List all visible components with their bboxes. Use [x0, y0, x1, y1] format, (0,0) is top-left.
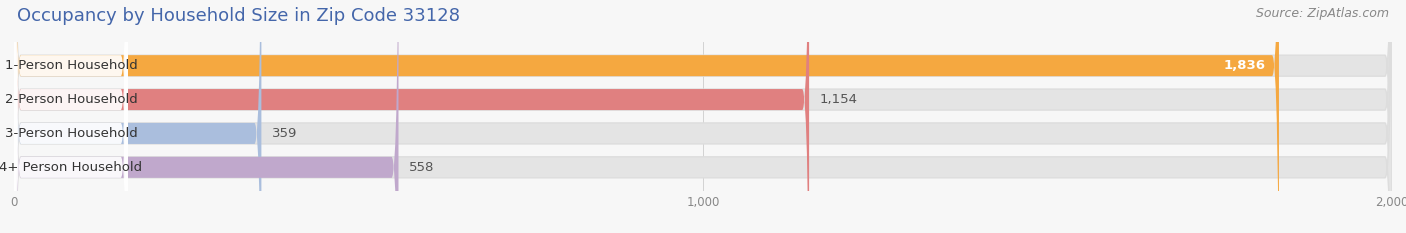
Text: 3-Person Household: 3-Person Household — [4, 127, 138, 140]
FancyBboxPatch shape — [14, 0, 128, 233]
FancyBboxPatch shape — [14, 0, 262, 233]
FancyBboxPatch shape — [14, 0, 128, 233]
Text: Occupancy by Household Size in Zip Code 33128: Occupancy by Household Size in Zip Code … — [17, 7, 460, 25]
FancyBboxPatch shape — [14, 0, 808, 233]
FancyBboxPatch shape — [14, 0, 1279, 233]
FancyBboxPatch shape — [14, 0, 1392, 233]
FancyBboxPatch shape — [14, 0, 1392, 233]
Text: 558: 558 — [409, 161, 434, 174]
Text: 359: 359 — [271, 127, 297, 140]
Text: 1,836: 1,836 — [1223, 59, 1265, 72]
Text: 1,154: 1,154 — [820, 93, 858, 106]
FancyBboxPatch shape — [14, 0, 1392, 233]
Text: Source: ZipAtlas.com: Source: ZipAtlas.com — [1256, 7, 1389, 20]
FancyBboxPatch shape — [14, 0, 1392, 233]
Text: 2-Person Household: 2-Person Household — [4, 93, 138, 106]
FancyBboxPatch shape — [14, 0, 128, 233]
Text: 1-Person Household: 1-Person Household — [4, 59, 138, 72]
FancyBboxPatch shape — [14, 0, 128, 233]
FancyBboxPatch shape — [14, 0, 398, 233]
Text: 4+ Person Household: 4+ Person Household — [0, 161, 142, 174]
